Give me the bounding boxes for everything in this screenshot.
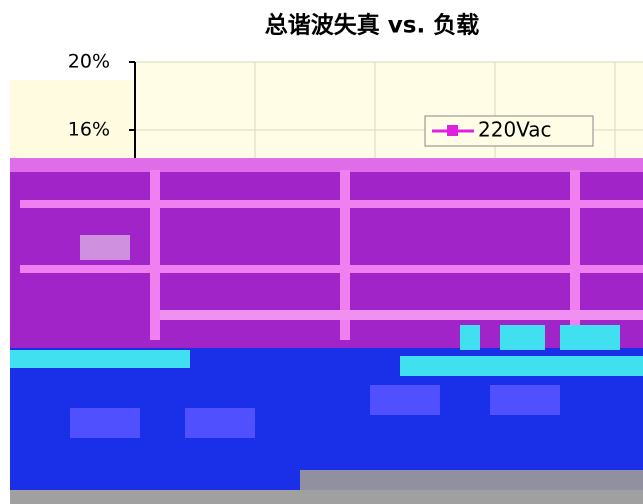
chart-title: 总谐波失真 vs. 负载 <box>265 12 479 39</box>
corruption <box>10 158 643 504</box>
y-tick-label: 16% <box>68 119 110 141</box>
y-tick-label: 20% <box>68 51 110 73</box>
page: {"chart_data": {"type": "line", "title":… <box>0 0 643 504</box>
legend-label: 220Vac <box>478 118 552 142</box>
legend-marker <box>447 125 458 136</box>
chart: 16% 20% 总谐波失真 vs. 负载 220Vac <box>0 0 643 504</box>
